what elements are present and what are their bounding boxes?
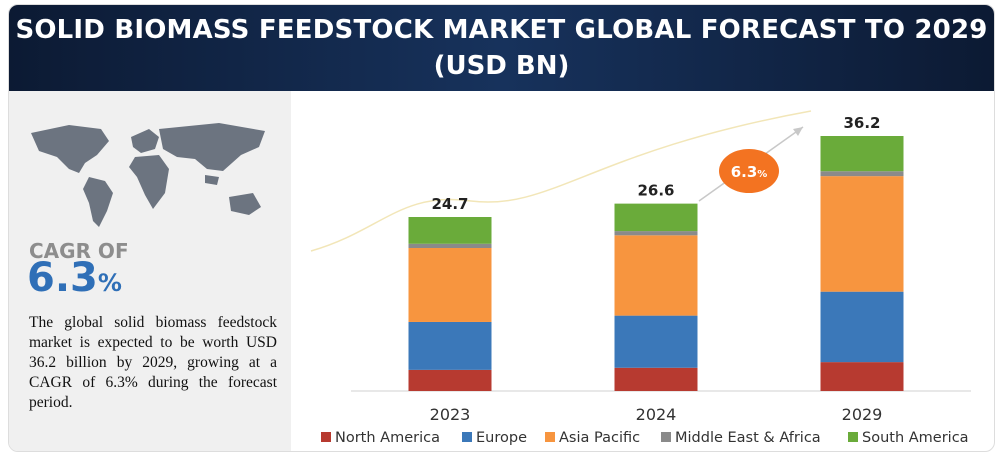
bar-segment [614, 235, 698, 316]
arrow-head [793, 127, 803, 136]
legend-swatch [848, 432, 858, 442]
bar-segment [408, 369, 492, 391]
infographic: SOLID BIOMASS FEEDSTOCK MARKET GLOBAL FO… [8, 4, 995, 452]
legend-swatch [661, 432, 671, 442]
legend-label: North America [335, 430, 440, 446]
bar-segment [408, 243, 492, 249]
bar-segment [614, 203, 698, 232]
cagr-label: CAGR OF [29, 239, 129, 263]
x-tick-label: 2024 [636, 405, 677, 424]
legend-label: Europe [476, 430, 527, 446]
side-panel: CAGR OF 6.3% The global solid biomass fe… [9, 91, 291, 451]
total-label: 24.7 [431, 195, 468, 213]
legend-swatch [321, 432, 331, 442]
bar-segment [614, 367, 698, 391]
total-label: 36.2 [843, 114, 880, 132]
x-tick-label: 2029 [842, 405, 883, 424]
bar-segment [820, 171, 904, 177]
legend-swatch [462, 432, 472, 442]
cagr-value: 6.3% [27, 255, 122, 301]
x-tick-label: 2023 [430, 405, 471, 424]
cagr-badge-number: 6.3 [731, 163, 758, 181]
header: SOLID BIOMASS FEEDSTOCK MARKET GLOBAL FO… [9, 5, 994, 91]
cagr-badge-unit: % [757, 169, 767, 180]
subtitle: (USD BN) [433, 51, 570, 81]
cagr-badge-text: 6.3% [731, 163, 768, 181]
description: The global solid biomass feedstock marke… [29, 314, 277, 411]
bar-segment [408, 248, 492, 322]
legend-swatch [545, 432, 555, 442]
total-label: 26.6 [637, 182, 674, 200]
chart: 6.3% 24.7 2023 26.6 2024 36.2 2029 North Ameri… [310, 110, 971, 446]
legend-label: Middle East & Africa [675, 430, 821, 446]
bar-segment [614, 315, 698, 368]
bar-segment [820, 176, 904, 292]
bar-segment [408, 321, 492, 370]
bar-segment [820, 291, 904, 363]
world-map [31, 123, 265, 227]
bar-segment [820, 136, 904, 172]
cagr-number: 6.3 [27, 255, 98, 301]
title: SOLID BIOMASS FEEDSTOCK MARKET GLOBAL FO… [15, 15, 988, 45]
bar-segment [614, 231, 698, 236]
legend-label: Asia Pacific [559, 430, 640, 446]
bar-segment [408, 217, 492, 244]
cagr-unit: % [97, 269, 122, 297]
decor-curve [310, 110, 812, 252]
legend-label: South America [862, 430, 969, 446]
bar-segment [820, 362, 904, 391]
cagr-badge [719, 149, 779, 193]
